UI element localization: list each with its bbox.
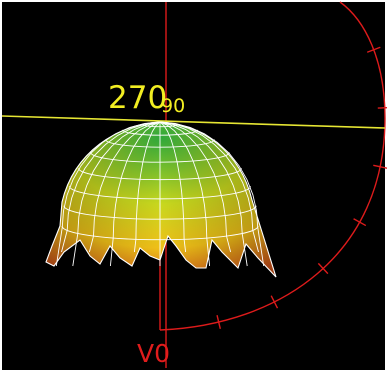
- vertical-angle-label-top: 90: [161, 95, 185, 117]
- wire-meridian: [61, 121, 161, 253]
- arc-tick: [317, 262, 329, 275]
- wire-meridian: [159, 121, 259, 253]
- horizontal-angle-label: 270: [108, 80, 167, 116]
- wire-meridian: [159, 121, 232, 253]
- photometric-solid: [45, 121, 277, 278]
- wire-meridian: [159, 121, 187, 253]
- arc-tick: [270, 295, 279, 309]
- vertical-plane-arc: [159, 1, 386, 331]
- arc-tick: [366, 46, 381, 53]
- wire-meridian: [109, 121, 161, 267]
- vertical-plane-ticks: [216, 46, 387, 329]
- solid-shading: [46, 122, 276, 277]
- horizontal-plane-line: [1, 115, 386, 129]
- vertical-angle-label-bottom: V0: [137, 339, 170, 368]
- arc-tick: [216, 315, 221, 329]
- wire-outline: [45, 121, 277, 278]
- wire-meridian: [88, 121, 161, 253]
- arc-tick: [377, 106, 387, 109]
- arc-tick: [353, 218, 367, 227]
- wire-meridian: [159, 121, 211, 267]
- wire-meridian: [72, 121, 161, 267]
- wire-meridian: [159, 121, 248, 267]
- solid-wireframe: [45, 121, 277, 278]
- wire-meridian: [133, 121, 161, 253]
- arc-tick: [373, 164, 387, 169]
